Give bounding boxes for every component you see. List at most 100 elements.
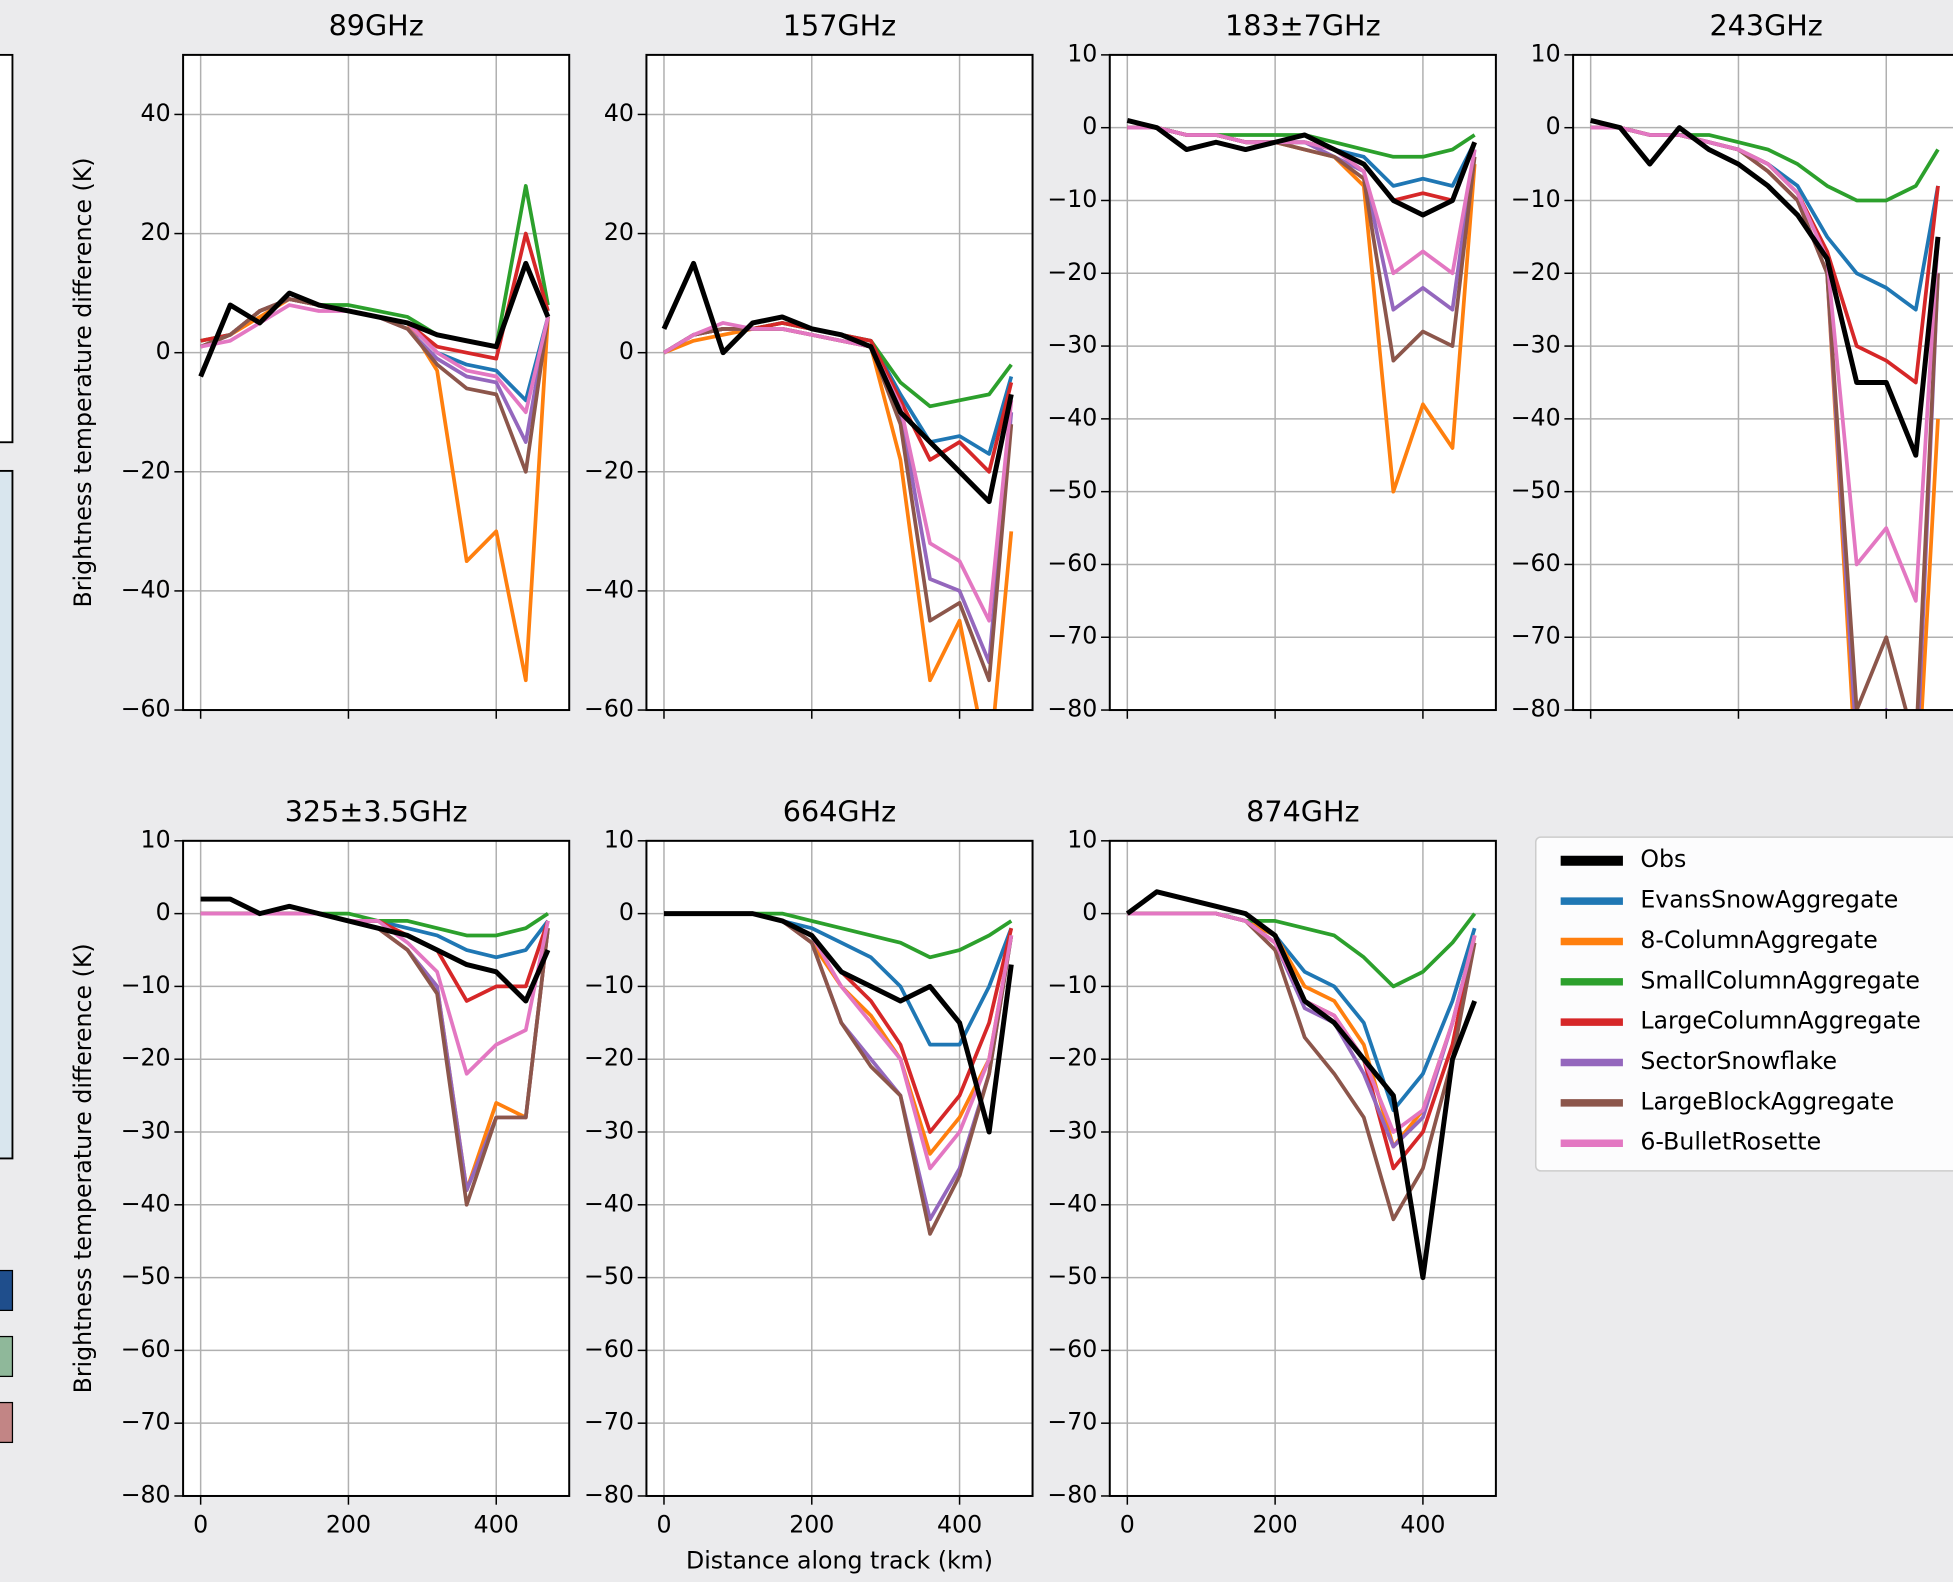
y-tick-label: 0 [619,337,634,365]
figure: −60 −40 −20 0 20 40 89GHz Brightness temperatur… [0,0,1953,1582]
y-tick-label: −20 [1047,1044,1097,1072]
legend-label: EvansSnowAggregate [1640,886,1898,914]
y-tick-label: −50 [1511,476,1561,504]
legend-label: Obs [1640,845,1686,873]
y-tick-label: −50 [1047,476,1097,504]
y-tick-label: −70 [121,1408,171,1436]
cropped-swatch [0,1403,12,1443]
x-tick-label: 400 [1400,1510,1445,1538]
y-tick-label: −60 [584,1335,634,1363]
y-tick-label: −30 [1047,331,1097,359]
y-tick-label: −40 [1047,1189,1097,1217]
panel: −80 −70 −60 −50 −40 −30 −20 −10 0 10 183±7GHz [1047,8,1496,722]
y-axis-label: Brightness temperature difference (K) [69,943,97,1393]
y-tick-label: −60 [1047,1335,1097,1363]
y-tick-label: −60 [1511,549,1561,577]
y-tick-label: −60 [1047,549,1097,577]
y-axis-label: Brightness temperature difference (K) [69,157,97,607]
y-tick-label: −40 [121,1189,171,1217]
x-tick-label: 200 [1253,1510,1298,1538]
panel-title: 89GHz [329,8,424,42]
cropped-swatch [0,1337,12,1377]
y-tick-label: −80 [121,1480,171,1508]
x-axis-label: Distance along track (km) [686,1546,993,1574]
y-tick-label: 0 [1546,112,1561,140]
y-tick-label: 0 [156,898,171,926]
x-tick-label: 0 [193,1510,208,1538]
y-tick-label: 0 [1082,112,1097,140]
y-tick-label: −80 [1511,695,1561,723]
x-tick-label: 400 [474,1510,519,1538]
y-tick-label: −40 [584,1189,634,1217]
y-tick-label: −10 [1047,185,1097,213]
panel-title: 157GHz [783,8,896,42]
y-tick-label: 0 [619,898,634,926]
legend-label: LargeBlockAggregate [1640,1087,1894,1115]
y-tick-label: −60 [121,695,171,723]
y-tick-label: 10 [1067,825,1097,853]
x-tick-label: 200 [326,1510,371,1538]
y-tick-label: 0 [156,337,171,365]
y-tick-label: −60 [584,695,634,723]
y-tick-label: 40 [604,99,634,127]
legend-label: SmallColumnAggregate [1640,966,1920,994]
y-tick-label: 0 [1082,898,1097,926]
legend-label: 8-ColumnAggregate [1640,926,1878,954]
x-tick-label: 200 [789,1510,834,1538]
y-tick-label: −20 [121,456,171,484]
panel-title: 183±7GHz [1225,8,1381,42]
y-tick-label: −10 [1511,185,1561,213]
y-tick-label: −70 [1047,622,1097,650]
y-tick-label: −40 [1511,403,1561,431]
y-tick-label: −50 [121,1262,171,1290]
y-tick-label: −20 [584,1044,634,1072]
panel-title: 874GHz [1246,794,1359,828]
y-tick-label: −70 [1047,1408,1097,1436]
y-tick-label: −30 [121,1117,171,1145]
legend-label: LargeColumnAggregate [1640,1007,1920,1035]
x-tick-label: 0 [1120,1510,1135,1538]
y-tick-label: −10 [584,971,634,999]
y-tick-label: −10 [121,971,171,999]
y-tick-label: −70 [1511,622,1561,650]
y-tick-label: −30 [584,1117,634,1145]
y-tick-label: −50 [584,1262,634,1290]
y-tick-label: −40 [584,575,634,603]
cropped-panel [0,55,12,442]
y-tick-label: 20 [141,218,171,246]
panel: −80 −70 −60 −50 −40 −30 −20 −10 0 10 243GHz [1511,8,1953,819]
plot-area [646,55,1032,710]
y-tick-label: −30 [1047,1117,1097,1145]
plot-area [183,841,569,1496]
plot-area [1573,55,1953,710]
y-tick-label: −40 [121,575,171,603]
y-tick-label: −80 [1047,1480,1097,1508]
plot-area [646,841,1032,1496]
panel-title: 243GHz [1709,8,1822,42]
y-tick-label: −50 [1047,1262,1097,1290]
cropped-panel [0,471,12,1159]
panel-title: 664GHz [783,794,896,828]
y-tick-label: −20 [1511,258,1561,286]
y-tick-label: −20 [1047,258,1097,286]
x-tick-label: 400 [937,1510,982,1538]
y-tick-label: −30 [1511,331,1561,359]
y-tick-label: 10 [141,825,171,853]
legend-label: SectorSnowflake [1640,1047,1837,1075]
y-tick-label: −40 [1047,403,1097,431]
cropped-swatch [0,1271,12,1311]
y-tick-label: −80 [1047,695,1097,723]
y-tick-label: −60 [121,1335,171,1363]
y-tick-label: 10 [1067,39,1097,67]
y-tick-label: 40 [141,99,171,127]
panel: 0200400−80−70−60−50−40−30−20−10010664GHz… [584,794,1033,1574]
y-tick-label: −20 [584,456,634,484]
y-tick-label: 10 [1531,39,1561,67]
legend: Obs EvansSnowAggregate 8-ColumnAggregate Sm… [1536,837,1953,1171]
legend-label: 6-BulletRosette [1640,1128,1821,1156]
panel-title: 325±3.5GHz [285,794,468,828]
y-tick-label: −80 [584,1480,634,1508]
y-tick-label: −70 [584,1408,634,1436]
